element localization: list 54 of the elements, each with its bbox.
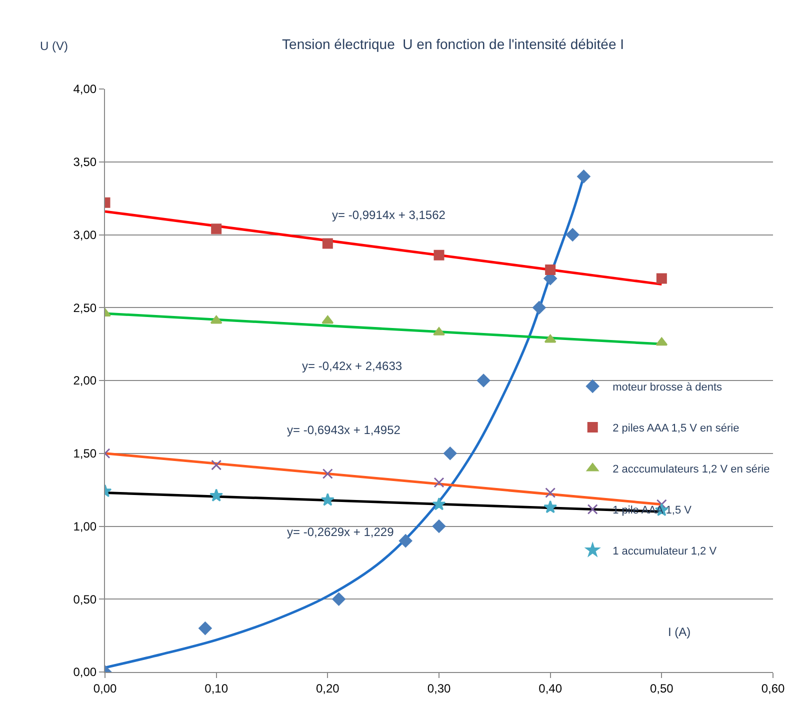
x-tick-label: 0,30: [427, 681, 451, 696]
point: [399, 534, 412, 548]
x-tick-label: 0,00: [93, 681, 117, 696]
point: [210, 488, 224, 502]
annotation: y= -0,2629x + 1,229: [287, 525, 394, 539]
x-tick-label: 0,50: [650, 681, 674, 696]
point: [444, 446, 457, 460]
legend-label: 1 accumulateur 1,2 V: [612, 546, 718, 558]
x-axis-title: I (A): [668, 625, 691, 639]
point: [656, 273, 667, 284]
point: [656, 337, 668, 346]
point: [434, 477, 444, 488]
x-tick-label: 0,60: [761, 681, 785, 696]
y-tick-label: 0,50: [73, 592, 97, 606]
legend-label: moteur brosse à dents: [612, 382, 723, 394]
point: [432, 497, 446, 510]
y-tick-label: 2,50: [73, 300, 97, 315]
x-tick-label: 0,10: [204, 681, 228, 696]
x-tick-label: 0,40: [538, 681, 562, 696]
point: [322, 468, 333, 480]
point: [432, 520, 446, 533]
point: [544, 500, 558, 514]
point: [322, 238, 333, 249]
point: [433, 327, 445, 336]
point: [211, 460, 222, 470]
point: [545, 264, 556, 275]
x-tick-label: 0,20: [316, 681, 340, 696]
point: [320, 492, 334, 506]
legend-label: 2 piles AAA 1,5 V en série: [612, 422, 740, 435]
point: [198, 622, 212, 635]
chart-title: Tension électrique U en fonction de l'intensité débitée I: [282, 36, 624, 52]
y-tick-label: 4,00: [73, 82, 97, 96]
point: [210, 315, 222, 324]
point: [532, 301, 546, 314]
point: [566, 228, 580, 242]
point: [434, 250, 444, 260]
point: [211, 224, 222, 234]
point: [577, 170, 590, 184]
point: [545, 487, 556, 498]
point: [476, 374, 490, 388]
y-tick-label: 3,00: [73, 228, 97, 242]
y-tick-label: 1,00: [73, 519, 97, 534]
legend-label: 2 acccumulateurs 1,2 V en série: [612, 464, 770, 476]
y-tick-label: 3,50: [73, 155, 97, 170]
annotation: y= -0,42x + 2,4633: [302, 359, 402, 373]
point: [322, 315, 334, 324]
y-tick-label: 2,00: [73, 374, 97, 388]
y-tick-label: 0,00: [73, 665, 97, 680]
point: [544, 334, 556, 343]
y-tick-label: 1,50: [73, 446, 97, 461]
point: [332, 592, 346, 606]
y-axis-title: U (V): [40, 39, 68, 53]
annotation: y= -0,6943x + 1,4952: [287, 423, 401, 437]
annotation: y= -0,9914x + 3,1562: [332, 208, 446, 222]
